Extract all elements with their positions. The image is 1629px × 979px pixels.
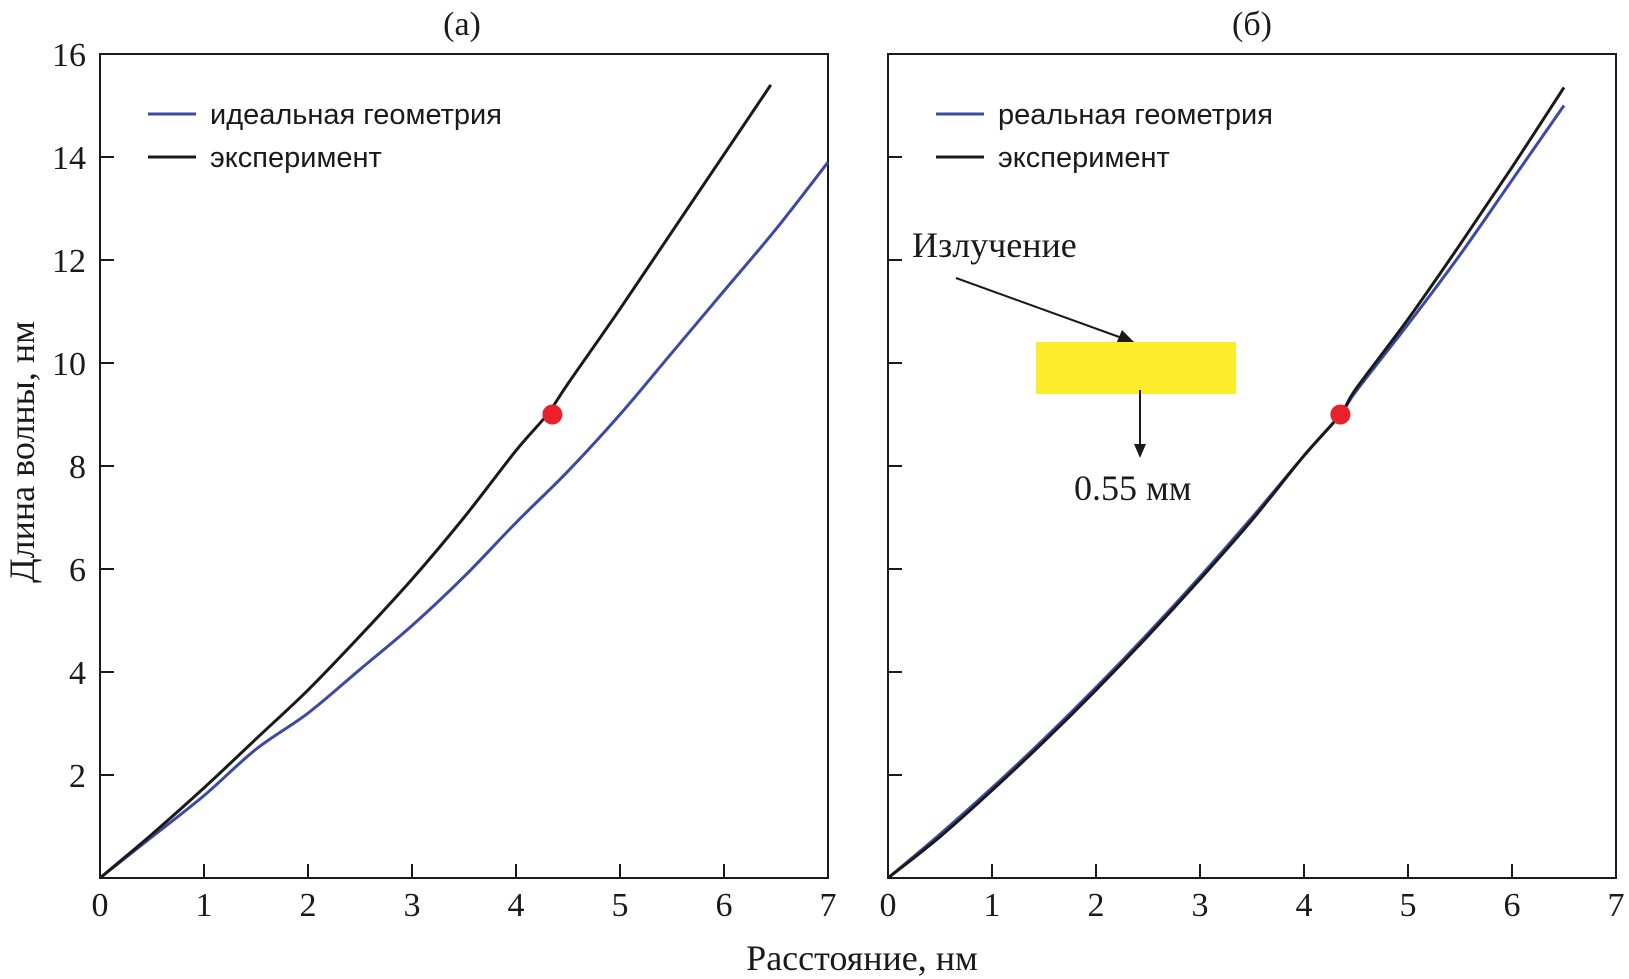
- x-tick-label: 2: [1088, 887, 1105, 924]
- thickness-label: 0.55 мм: [1074, 468, 1192, 508]
- y-tick-label: 6: [69, 552, 86, 589]
- marker-a: [542, 404, 563, 425]
- panel-title-a: (а): [443, 6, 481, 43]
- x-tick-label: 6: [1504, 887, 1521, 924]
- x-tick-label: 5: [612, 887, 629, 924]
- radiation-label: Излучение: [912, 225, 1077, 265]
- x-tick-label: 3: [1192, 887, 1209, 924]
- x-tick-label: 3: [404, 887, 421, 924]
- series-line-experiment: [887, 86, 1566, 880]
- x-tick-label: 6: [716, 887, 733, 924]
- sample-bar: [1036, 342, 1236, 394]
- y-tick-label: 14: [52, 140, 86, 177]
- y-axis-title: Длина волны, нм: [2, 321, 42, 583]
- x-tick-label: 7: [820, 887, 837, 924]
- x-tick-label: 4: [1296, 887, 1313, 924]
- y-tick-label: 2: [69, 758, 86, 795]
- x-tick-label: 0: [880, 887, 897, 924]
- radiation-annotation: Излучение 0.55 мм: [912, 225, 1236, 508]
- x-tick-label: 4: [508, 887, 525, 924]
- y-tick-label: 12: [52, 243, 86, 280]
- legend-label-experiment-b: эксперимент: [998, 142, 1170, 174]
- highlight-point: [1330, 404, 1351, 425]
- x-tick-label: 7: [1608, 887, 1625, 924]
- legend-a: идеальная геометрия эксперимент: [148, 99, 502, 174]
- x-tick-label: 5: [1400, 887, 1417, 924]
- x-tick-label: 1: [984, 887, 1001, 924]
- y-tick-label: 10: [52, 346, 86, 383]
- legend-b: реальная геометрия эксперимент: [936, 99, 1273, 174]
- x-tick-label: 2: [300, 887, 317, 924]
- marker-b: [1330, 404, 1351, 425]
- radiation-arrow: [955, 277, 1123, 339]
- x-axis-title: Расстояние, нм: [746, 938, 978, 978]
- legend-label-real: реальная геометрия: [998, 99, 1273, 131]
- thickness-arrowhead: [1134, 444, 1146, 458]
- panel-b: (б) 0 1 2 3 4 5 6 7 реальная геометрия эксперим…: [880, 6, 1625, 924]
- legend-label-ideal: идеальная геометрия: [210, 99, 502, 131]
- series-line-model: [887, 104, 1566, 880]
- panel-title-b: (б): [1232, 6, 1272, 43]
- y-tick-label: 4: [69, 655, 86, 692]
- x-tick-label: 1: [196, 887, 213, 924]
- y-tick-label: 16: [52, 37, 86, 74]
- highlight-point: [542, 404, 563, 425]
- series-line-experiment: [99, 84, 773, 880]
- lines-a: [99, 84, 830, 880]
- y-tick-label: 8: [69, 449, 86, 486]
- ticks-b: 0 1 2 3 4 5 6 7: [880, 156, 1625, 924]
- plot-frame-a: [99, 53, 829, 879]
- radiation-arrowhead: [1116, 330, 1134, 344]
- legend-label-experiment-a: эксперимент: [210, 142, 382, 174]
- x-tick-label: 0: [92, 887, 109, 924]
- series-line-model: [99, 161, 830, 880]
- lines-b: [887, 86, 1566, 880]
